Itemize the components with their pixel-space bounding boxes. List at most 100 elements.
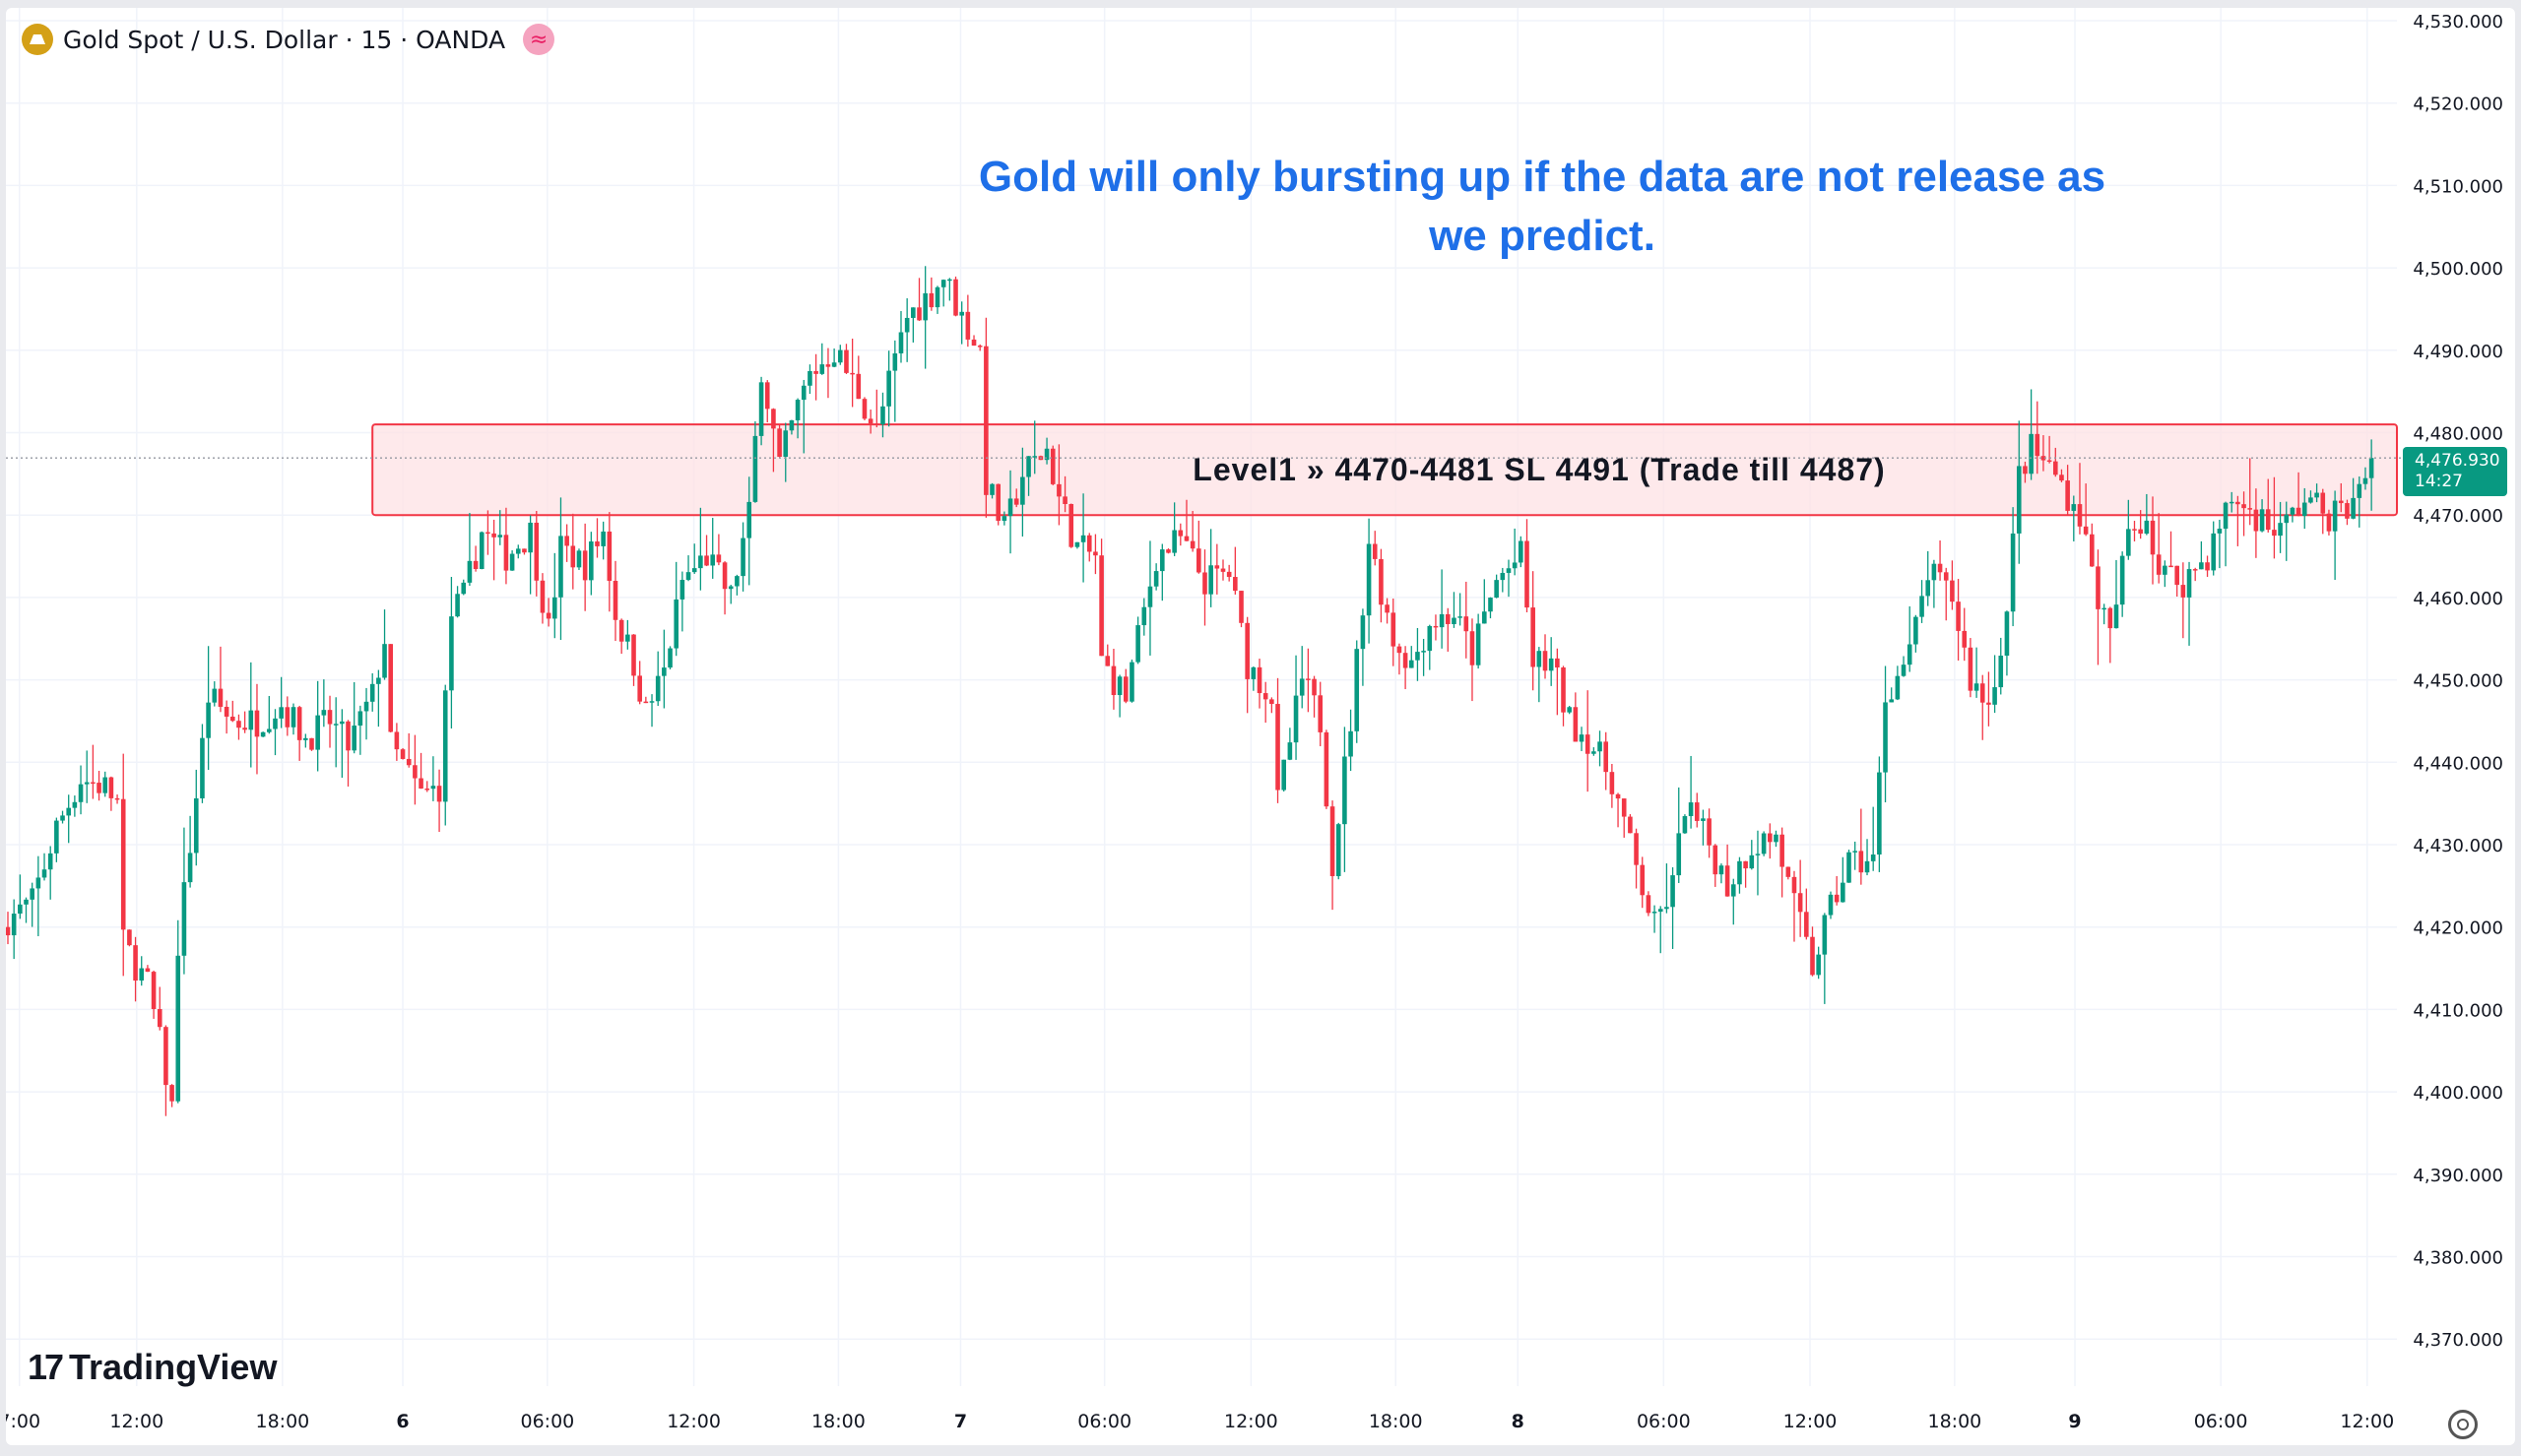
candle-body	[2132, 529, 2137, 531]
candle-body	[1130, 662, 1134, 702]
candle	[1099, 538, 1104, 657]
y-tick-label: 4,520.000	[2413, 95, 2503, 115]
candle-body	[1561, 667, 1566, 713]
candle-body	[1676, 833, 1682, 876]
candle-body	[1749, 855, 1755, 869]
candle-body	[1463, 616, 1469, 632]
candle	[11, 899, 17, 960]
candle-body	[856, 373, 862, 400]
current-price: 4,476.930	[2415, 451, 2500, 471]
candle	[1457, 593, 1462, 626]
candle	[1841, 856, 1845, 903]
candle-body	[783, 430, 789, 457]
candle-body	[2259, 509, 2265, 532]
candle-body	[491, 533, 496, 538]
candle	[273, 709, 278, 756]
candle-body	[340, 721, 345, 725]
candle	[764, 380, 770, 423]
candle-body	[613, 581, 618, 620]
candle	[352, 681, 356, 754]
candle	[18, 874, 23, 919]
candle-body	[2052, 461, 2058, 475]
candle-body	[47, 853, 53, 870]
candle-body	[2163, 565, 2167, 575]
candle-body	[424, 789, 430, 791]
candle-body	[522, 548, 527, 553]
candle	[54, 817, 59, 862]
candle-body	[1657, 909, 1663, 913]
x-tick-label: 7:00	[6, 1411, 40, 1432]
candle	[679, 571, 685, 632]
candle-body	[825, 364, 831, 367]
candle-body	[2320, 492, 2326, 514]
candle-body	[2040, 456, 2046, 461]
candle	[66, 794, 71, 844]
candle	[662, 629, 667, 709]
candle	[1251, 666, 1257, 691]
candle-body	[2205, 562, 2210, 571]
candle	[60, 810, 65, 824]
candle-body	[1385, 604, 1390, 613]
candle-body	[413, 765, 418, 779]
candle-body	[1701, 818, 1706, 821]
candle	[1512, 528, 1518, 576]
candle-body	[1123, 676, 1129, 702]
candle	[1956, 579, 1961, 661]
price-chart[interactable]: 4,370.000 4,380.000 4,390.000 4,400.000 4,41…	[6, 8, 2515, 1445]
approx-wave-icon[interactable]: ≈	[523, 24, 555, 55]
candle	[1390, 598, 1396, 666]
candle	[1628, 814, 1633, 834]
candle-body	[1743, 860, 1748, 869]
candle-body	[467, 560, 473, 583]
candle	[1299, 646, 1305, 709]
symbol-header[interactable]: Gold Spot / U.S. Dollar · 15 · OANDA ≈	[22, 24, 555, 55]
candle-body	[1335, 824, 1341, 876]
candle	[601, 521, 606, 560]
candle-body	[515, 548, 521, 554]
candle-body	[2174, 565, 2179, 586]
candle-body	[764, 382, 770, 410]
candle-body	[296, 707, 302, 740]
candle-body	[1068, 504, 1074, 547]
candle	[2301, 487, 2307, 530]
tradingview-logo[interactable]: 17 TradingView	[28, 1347, 277, 1388]
candle	[1615, 792, 1621, 828]
candle	[430, 756, 436, 801]
candle	[735, 574, 740, 596]
candle	[1184, 499, 1190, 541]
candle-body	[655, 675, 661, 702]
candle-body	[576, 550, 582, 568]
candle	[1208, 529, 1213, 607]
candle	[1080, 493, 1086, 583]
candle	[771, 408, 776, 473]
candle-body	[346, 721, 351, 751]
candle	[78, 765, 84, 815]
candle-body	[674, 599, 679, 649]
candle	[163, 1025, 168, 1116]
settings-icon[interactable]	[2448, 1410, 2478, 1439]
candle	[1651, 905, 1657, 933]
x-tick-label: 12:00	[2340, 1411, 2394, 1432]
candle	[2205, 555, 2210, 577]
candle	[965, 294, 971, 348]
candle-body	[2126, 529, 2131, 556]
candle-body	[291, 707, 296, 728]
candle	[868, 409, 873, 434]
candle-body	[668, 648, 673, 668]
candle-body	[1190, 540, 1196, 549]
candle	[1979, 674, 1985, 740]
candle	[631, 634, 636, 686]
candle	[1561, 665, 1566, 727]
candle-body	[1469, 631, 1475, 665]
candle	[515, 544, 521, 559]
candle	[947, 278, 952, 301]
candle	[1044, 437, 1050, 465]
candle-body	[1925, 580, 1931, 597]
candle	[874, 389, 879, 428]
candle	[1123, 668, 1129, 704]
candle-body	[1074, 541, 1080, 547]
candle-body	[2113, 604, 2119, 629]
candle-body	[1962, 630, 1968, 648]
candle-body	[618, 619, 624, 642]
candle-body	[2016, 466, 2022, 534]
